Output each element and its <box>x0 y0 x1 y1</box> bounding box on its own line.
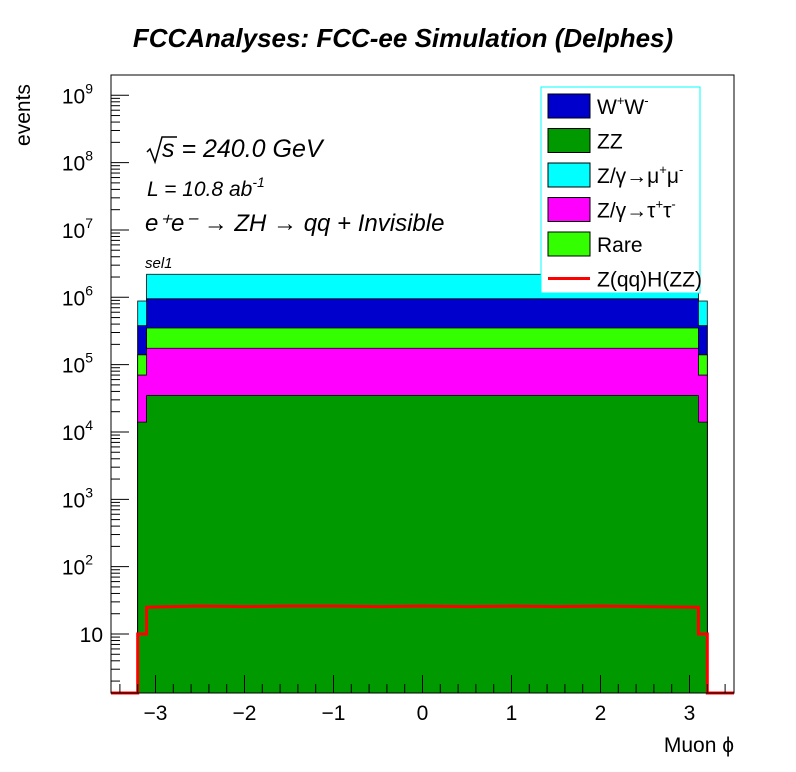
signal-histogram <box>111 604 734 695</box>
process-annotation: e⁺e⁻ → ZH → qq + Invisible <box>145 210 444 237</box>
x-tick-label: 2 <box>595 702 607 725</box>
legend-label: Z/γ→μ+μ- <box>597 162 683 188</box>
x-axis-label: Muon ϕ <box>664 734 734 757</box>
y-tick-label: 105 <box>62 350 93 378</box>
legend-swatch <box>547 231 591 257</box>
legend-label: Z(qq)H(ZZ) <box>597 269 702 292</box>
y-tick-label: 103 <box>62 484 93 512</box>
y-tick-label: 104 <box>62 417 93 445</box>
luminosity-annotation: L = 10.8 ab-1 <box>147 174 265 201</box>
x-axis-ticks: −3 −2 −1 0 1 2 3 <box>119 675 726 725</box>
legend-label: Rare <box>597 234 643 257</box>
legend-label: W+W- <box>597 93 649 119</box>
legend: W+W- ZZ Z/γ→μ+μ- Z/γ→τ+τ- Rare Z(qq)H(ZZ) <box>540 86 702 294</box>
legend-swatch <box>547 128 591 153</box>
legend-swatch <box>547 197 591 222</box>
x-tick-label: 3 <box>684 702 696 725</box>
legend-swatch <box>547 162 591 188</box>
legend-swatch <box>547 93 591 119</box>
legend-box <box>540 86 701 294</box>
y-tick-label: 107 <box>62 215 93 243</box>
x-tick-label: −1 <box>322 702 346 725</box>
selection-label: sel1 <box>145 255 173 272</box>
legend-label: Z/γ→τ+τ- <box>597 197 676 223</box>
y-tick-label: 10 <box>80 624 103 647</box>
legend-label: ZZ <box>597 131 623 154</box>
sqrt-s-text: s = 240.0 GeV <box>162 135 325 163</box>
stacked-histograms <box>137 273 708 694</box>
chart-title: FCCAnalyses: FCC-ee Simulation (Delphes) <box>133 23 673 53</box>
x-tick-label: 1 <box>506 702 518 725</box>
stack-zz <box>137 394 708 694</box>
x-tick-label: −2 <box>233 702 257 725</box>
y-axis-ticks: 109 108 107 106 105 104 103 102 10 <box>62 74 129 682</box>
y-tick-label: 109 <box>62 80 93 108</box>
y-tick-label: 106 <box>62 282 93 310</box>
y-tick-label: 102 <box>62 552 93 580</box>
signal-line <box>111 604 734 695</box>
x-tick-label: 0 <box>417 702 429 725</box>
sqrt-s-annotation: s = 240.0 GeV <box>146 135 325 165</box>
x-tick-label: −3 <box>144 702 168 725</box>
y-axis-label: events <box>12 84 35 146</box>
y-tick-label: 108 <box>62 148 93 176</box>
